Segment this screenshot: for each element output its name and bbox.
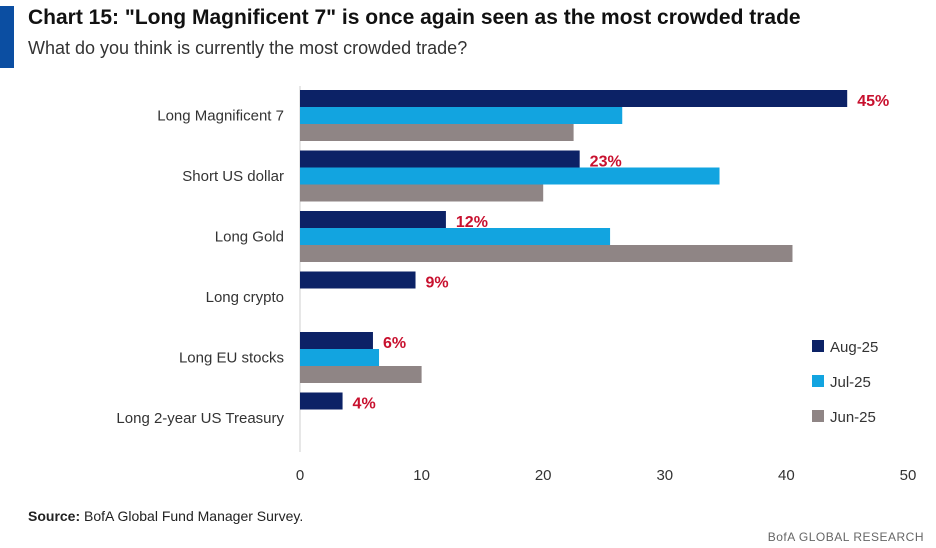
x-tick-label: 20 [535,467,552,484]
data-label: 6% [383,335,406,352]
category-label: Long 2-year US Treasury [116,410,284,427]
title-accent-bar [0,6,14,68]
legend-label: Jun-25 [830,409,876,426]
legend-label: Jul-25 [830,374,871,391]
bar-jul-25-2 [300,228,611,245]
bar-aug-25-0 [300,90,848,107]
source-label: Source: [28,508,81,524]
bar-jul-25-1 [300,167,720,185]
data-label: 12% [456,214,488,231]
bar-jun-25-4 [300,366,422,383]
legend-swatch [812,340,824,352]
bar-jul-25-0 [300,107,623,124]
data-label: 23% [590,154,622,171]
legend-label: Aug-25 [830,339,878,356]
source-note: Source: BofA Global Fund Manager Survey. [28,508,303,524]
data-label: 45% [857,93,889,110]
legend-swatch [812,410,824,422]
category-label: Long EU stocks [179,350,284,367]
bar-aug-25-3 [300,271,416,289]
chart-subtitle: What do you think is currently the most … [28,38,468,58]
data-label: 4% [353,396,376,413]
bar-aug-25-2 [300,211,446,228]
data-label: 9% [426,275,449,292]
chart-title: Chart 15: "Long Magnificent 7" is once a… [28,6,801,29]
category-label: Long crypto [206,289,284,306]
bar-jun-25-0 [300,124,574,141]
bar-aug-25-1 [300,150,580,168]
brand-footer: BofA GLOBAL RESEARCH [767,530,924,544]
x-tick-label: 30 [656,467,673,484]
source-text: BofA Global Fund Manager Survey. [80,508,304,524]
x-tick-label: 40 [778,467,795,484]
category-label: Short US dollar [182,168,284,185]
bar-jul-25-4 [300,349,380,366]
x-tick-label: 50 [900,467,917,484]
legend-swatch [812,375,824,387]
bar-jun-25-2 [300,245,793,262]
x-tick-label: 0 [296,467,304,484]
x-tick-label: 10 [413,467,430,484]
bar-aug-25-5 [300,392,343,410]
category-label: Long Magnificent 7 [157,108,284,125]
bar-aug-25-4 [300,332,373,349]
bar-jun-25-1 [300,184,544,202]
category-label: Long Gold [215,229,284,246]
